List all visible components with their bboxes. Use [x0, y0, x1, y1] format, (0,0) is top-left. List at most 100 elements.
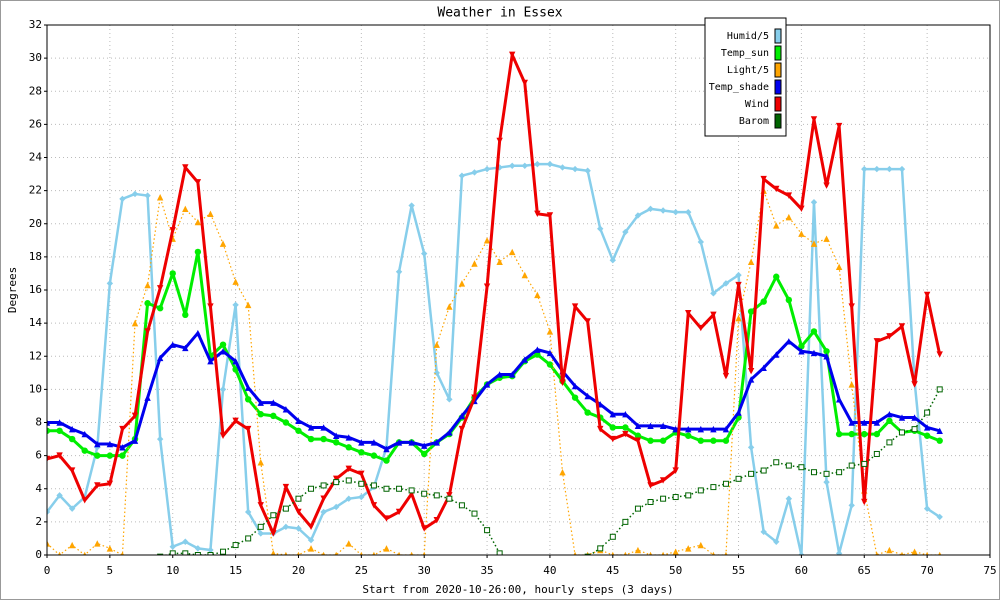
data-point — [395, 268, 403, 275]
data-point — [886, 165, 893, 173]
data-point — [282, 483, 290, 491]
data-point — [923, 424, 931, 431]
data-point — [131, 190, 139, 198]
data-point — [182, 205, 189, 213]
data-point — [471, 394, 478, 401]
data-point — [661, 551, 665, 555]
data-point — [509, 51, 516, 59]
data-point — [47, 419, 51, 426]
data-point — [747, 444, 755, 451]
data-point — [886, 546, 893, 554]
data-point — [282, 505, 289, 512]
data-point — [345, 444, 352, 451]
data-point — [358, 470, 365, 478]
data-point — [446, 429, 453, 436]
x-tick-label: 30 — [418, 564, 431, 577]
data-point — [722, 480, 729, 487]
data-point — [911, 381, 918, 388]
data-point — [307, 536, 315, 544]
data-point — [144, 394, 151, 401]
data-point — [823, 470, 830, 477]
data-point — [433, 492, 440, 499]
data-point — [597, 225, 604, 232]
data-point — [307, 523, 315, 531]
data-point — [370, 482, 377, 489]
data-point — [710, 437, 717, 444]
data-point — [458, 172, 466, 179]
data-point — [685, 492, 692, 499]
data-point — [421, 490, 428, 497]
data-point — [861, 430, 868, 438]
data-point — [207, 552, 214, 555]
data-point — [94, 482, 101, 489]
data-point — [785, 495, 793, 502]
data-point — [810, 469, 817, 476]
x-tick-label: 5 — [107, 564, 114, 577]
data-point — [810, 116, 818, 123]
data-point — [56, 492, 63, 499]
data-point — [697, 541, 705, 549]
data-point — [295, 495, 302, 502]
data-point — [94, 540, 101, 547]
data-point — [773, 222, 780, 229]
data-point — [810, 240, 818, 247]
series-line — [163, 389, 941, 555]
data-point — [182, 311, 189, 319]
data-point — [270, 512, 277, 519]
data-point — [219, 432, 227, 439]
data-point — [810, 199, 818, 206]
y-tick-label: 2 — [35, 515, 42, 528]
data-point — [144, 328, 151, 335]
x-tick-label: 65 — [858, 564, 871, 577]
data-point — [245, 535, 252, 542]
data-point — [785, 462, 792, 469]
data-point — [182, 538, 189, 545]
data-point — [823, 182, 830, 189]
data-point — [383, 515, 390, 522]
data-point — [119, 425, 126, 433]
data-point — [144, 192, 151, 199]
data-point — [785, 192, 793, 199]
data-point — [923, 505, 931, 512]
data-point — [724, 551, 728, 555]
y-tick-label: 28 — [29, 84, 42, 97]
data-point — [835, 550, 843, 555]
data-point — [936, 386, 943, 393]
data-point — [182, 344, 189, 352]
x-tick-label: 45 — [606, 564, 619, 577]
data-point — [232, 417, 239, 425]
data-point — [760, 175, 767, 183]
data-point — [433, 517, 440, 524]
y-tick-label: 18 — [29, 250, 42, 263]
data-point — [144, 300, 151, 307]
legend-label: Temp_sun — [721, 48, 769, 59]
plot-border — [46, 24, 991, 556]
data-point — [282, 523, 290, 531]
data-point — [395, 439, 403, 446]
data-point — [446, 303, 453, 310]
data-point — [194, 179, 202, 186]
y-tick-label: 8 — [35, 416, 42, 429]
data-point — [848, 303, 855, 310]
data-point — [735, 475, 742, 482]
data-point — [747, 376, 755, 383]
data-point — [156, 354, 164, 362]
data-point — [936, 513, 943, 521]
data-point — [647, 437, 654, 444]
data-point — [938, 551, 942, 555]
data-point — [169, 270, 176, 277]
data-point — [773, 351, 780, 358]
data-point — [900, 551, 904, 555]
data-point — [521, 79, 528, 87]
data-point — [546, 212, 554, 219]
data-point — [345, 477, 352, 484]
data-point — [584, 409, 591, 416]
data-point — [760, 298, 767, 305]
data-point — [169, 341, 176, 348]
data-point — [308, 485, 315, 492]
data-point — [244, 396, 252, 403]
data-point — [835, 396, 843, 403]
data-point — [182, 164, 189, 171]
data-point — [647, 499, 654, 505]
data-point — [421, 250, 428, 257]
